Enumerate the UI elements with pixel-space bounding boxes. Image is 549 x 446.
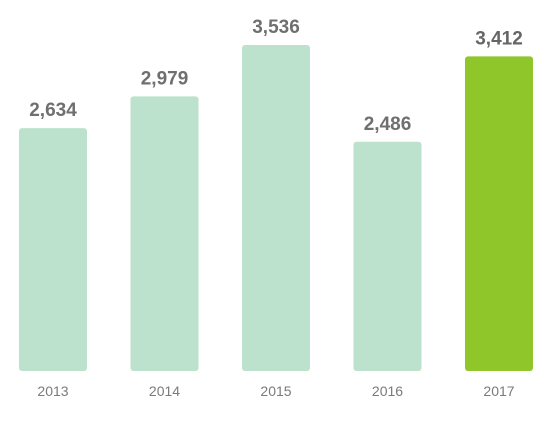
bar-2014: [130, 96, 199, 371]
x-tick-2015: 2015: [260, 383, 291, 399]
bar-2015: [242, 45, 310, 371]
x-tick-2016: 2016: [372, 383, 403, 399]
x-tick-2013: 2013: [37, 383, 68, 399]
value-labels-group: 2,634 2,979 3,536 2,486 3,412: [29, 17, 523, 135]
bar-2017: [465, 56, 533, 371]
bar-2016: [353, 141, 422, 371]
x-axis-ticks: 2013 2014 2015 2016 2017: [37, 383, 514, 399]
value-label-2016: 2,486: [364, 114, 412, 135]
x-tick-2014: 2014: [149, 383, 180, 399]
value-label-2014: 2,979: [141, 68, 189, 89]
bars-group: [19, 45, 533, 371]
value-label-2015: 3,536: [252, 17, 300, 38]
value-label-2013: 2,634: [29, 100, 77, 121]
value-label-2017: 3,412: [475, 28, 523, 49]
bar-2013: [19, 128, 87, 371]
x-tick-2017: 2017: [483, 383, 514, 399]
